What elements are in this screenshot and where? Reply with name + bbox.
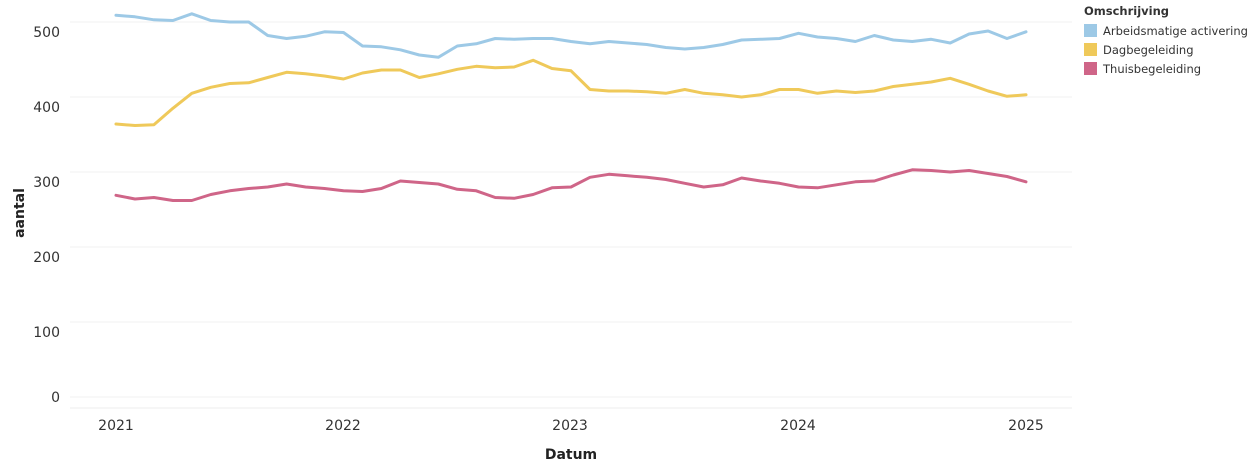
x-tick-label-2022: 2022 bbox=[325, 418, 361, 434]
series-line-arbeidsmatige-activering[interactable] bbox=[114, 12, 1028, 59]
gridlines bbox=[70, 21, 1072, 409]
y-tick-label-400: 400 bbox=[33, 100, 60, 116]
legend-item-thuisbegeleiding[interactable]: Thuisbegeleiding bbox=[1084, 59, 1256, 78]
y-tick-label-0: 0 bbox=[51, 390, 60, 406]
legend-item-arbeidsmatige-activering[interactable]: Arbeidsmatige activering bbox=[1084, 21, 1256, 40]
legend-swatch bbox=[1084, 24, 1097, 37]
y-tick-label-200: 200 bbox=[33, 250, 60, 266]
legend-label: Arbeidsmatige activering bbox=[1103, 23, 1248, 38]
legend-label: Thuisbegeleiding bbox=[1103, 61, 1202, 76]
legend-item-dagbegeleiding[interactable]: Dagbegeleiding bbox=[1084, 40, 1256, 59]
x-axis-title: Datum bbox=[545, 447, 597, 463]
series-line-thuisbegeleiding[interactable] bbox=[114, 168, 1028, 202]
legend-title: Omschrijving bbox=[1084, 4, 1170, 18]
x-tick-label-2025: 2025 bbox=[1008, 418, 1044, 434]
y-axis-title: aantal bbox=[12, 188, 28, 238]
x-tick-label-2024: 2024 bbox=[780, 418, 816, 434]
y-tick-label-300: 300 bbox=[33, 175, 60, 191]
x-axis-tick-labels: 2021 2022 2023 2024 2025 bbox=[98, 418, 1044, 434]
y-tick-label-100: 100 bbox=[33, 325, 60, 341]
legend: Omschrijving Arbeidsmatige activering Da… bbox=[1084, 4, 1256, 78]
legend-swatch bbox=[1084, 43, 1097, 56]
y-axis-tick-labels: 0 100 200 300 400 500 bbox=[33, 25, 60, 406]
legend-label: Dagbegeleiding bbox=[1103, 42, 1194, 57]
series-lines bbox=[114, 12, 1028, 202]
legend-swatch bbox=[1084, 62, 1097, 75]
y-tick-label-500: 500 bbox=[33, 25, 60, 41]
series-line-dagbegeleiding[interactable] bbox=[114, 58, 1028, 127]
x-tick-label-2021: 2021 bbox=[98, 418, 134, 434]
x-tick-label-2023: 2023 bbox=[552, 418, 588, 434]
